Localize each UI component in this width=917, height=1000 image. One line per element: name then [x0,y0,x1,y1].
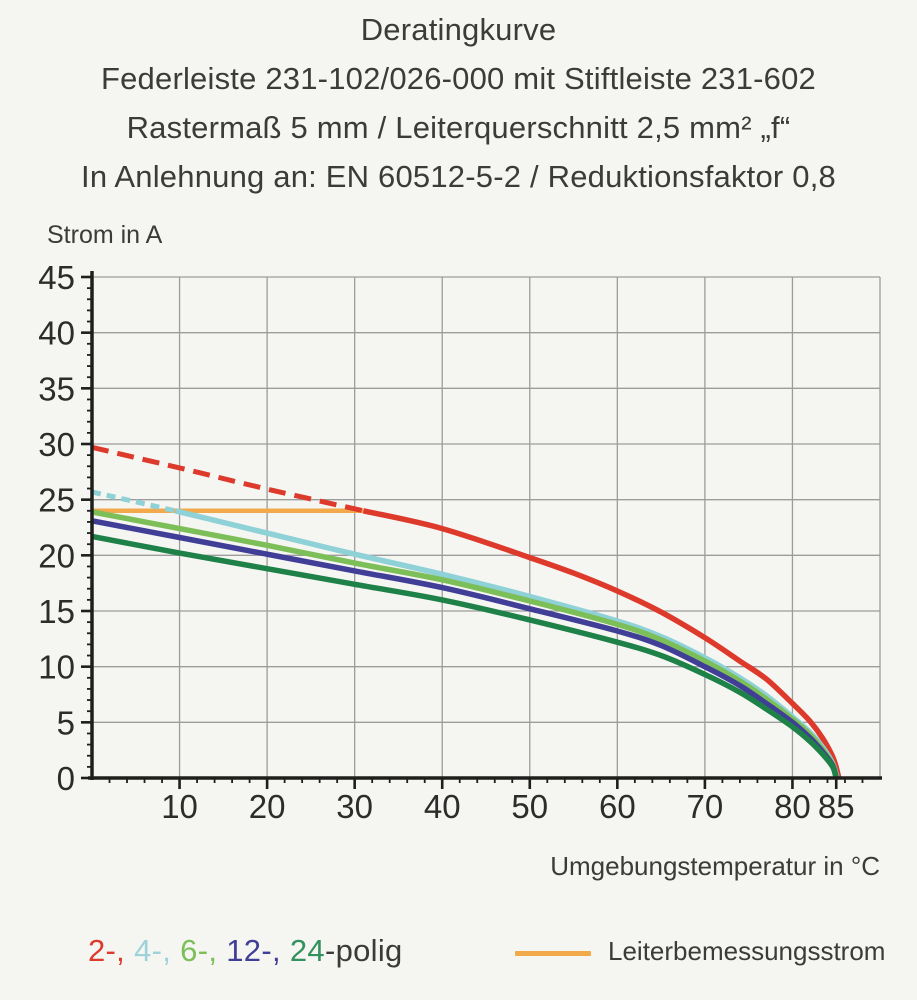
x-tick-label: 40 [424,788,461,825]
y-tick-label: 40 [38,315,75,352]
chart-title: Deratingkurve [360,12,557,47]
x-tick-label: 60 [599,788,636,825]
chart-subtitle-parts: Federleiste 231-102/026-000 mit Stiftlei… [100,61,816,96]
x-tick-label: 85 [818,788,855,825]
y-axis-title: Strom in A [47,221,163,249]
curve-dashed-2-polig [91,444,364,514]
legend-item-4: 4-, [134,933,172,968]
y-tick-label: 45 [38,259,75,296]
x-tick-label: 80 [774,788,811,825]
chart-subtitle-norm: In Anlehnung an: EN 60512-5-2 / Reduktio… [81,159,836,194]
legend-item-polig: -polig [324,933,403,968]
y-tick-label: 0 [57,760,75,797]
x-tick-label: 20 [249,788,286,825]
x-tick-label: 70 [687,788,724,825]
legend-item-6: 6-, [180,933,218,968]
rated-current-label: Leiterbemessungsstrom [608,936,886,966]
legend-item-2: 2-, [88,933,126,968]
curve-2-polig [362,508,842,779]
legend-rated-current: Leiterbemessungsstrom [515,936,885,967]
x-tick-label: 30 [336,788,373,825]
chart-subtitle-spec: Rastermaß 5 mm / Leiterquerschnitt 2,5 m… [126,110,791,145]
y-tick-label: 25 [38,482,75,519]
x-tick-label: 10 [161,788,198,825]
curve-dashed-4-polig [91,489,176,514]
rated-current-line-swatch [515,950,591,956]
y-tick-label: 35 [38,370,75,407]
y-tick-label: 5 [57,704,75,741]
y-tick-label: 30 [38,426,75,463]
curve-24-polig [91,533,839,779]
legend-item-12: 12-, [226,933,281,968]
legend-poles: 2-, 4-, 6-, 12-, 24-polig [88,933,403,969]
curve-6-polig [91,509,839,779]
y-tick-label: 15 [38,593,75,630]
legend-item-24: 24 [289,933,325,968]
x-tick-label: 50 [511,788,548,825]
x-axis-title: Umgebungstemperatur in °C [550,851,880,881]
chart-title-block: Deratingkurve Federleiste 231-102/026-00… [0,5,917,201]
y-tick-label: 10 [38,649,75,686]
y-tick-label: 20 [38,537,75,574]
